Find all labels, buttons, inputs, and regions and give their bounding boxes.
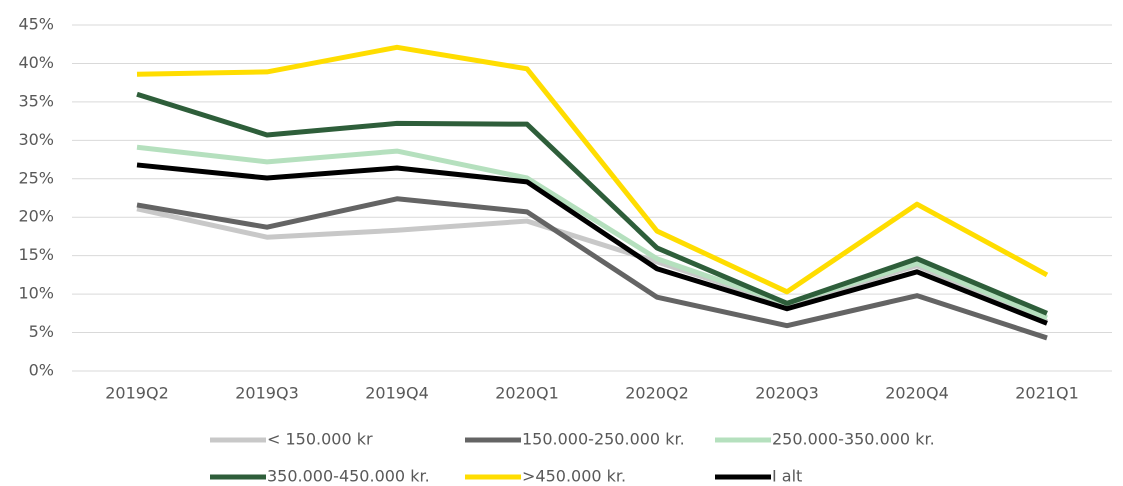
y-tick-label: 25% [18, 168, 54, 187]
x-tick-label: 2020Q1 [495, 384, 559, 403]
x-tick-label: 2019Q4 [365, 384, 429, 403]
legend-label: I alt [772, 467, 802, 486]
series-line [136, 44, 1049, 295]
x-tick-label: 2019Q2 [105, 384, 169, 403]
legend-label: >450.000 kr. [522, 467, 626, 486]
legend-label: < 150.000 kr [267, 430, 373, 449]
y-tick-label: 5% [29, 322, 54, 341]
y-tick-label: 0% [29, 361, 54, 380]
y-tick-label: 10% [18, 284, 54, 303]
x-tick-label: 2020Q3 [755, 384, 819, 403]
legend-label: 150.000-250.000 kr. [522, 430, 685, 449]
x-tick-label: 2020Q2 [625, 384, 689, 403]
y-tick-label: 30% [18, 130, 54, 149]
series-line [136, 91, 1048, 316]
y-tick-label: 20% [18, 207, 54, 226]
x-tick-label: 2019Q3 [235, 384, 299, 403]
series-line [136, 162, 1048, 326]
legend-label: 250.000-350.000 kr. [772, 430, 935, 449]
y-tick-label: 45% [18, 15, 54, 34]
x-tick-label: 2021Q1 [1015, 384, 1079, 403]
series-line [136, 144, 1048, 321]
series-line [136, 196, 1048, 341]
legend-label: 350.000-450.000 kr. [267, 467, 430, 486]
y-tick-label: 35% [18, 91, 54, 110]
x-tick-label: 2020Q4 [885, 384, 949, 403]
y-tick-label: 40% [18, 53, 54, 72]
y-tick-label: 15% [18, 245, 54, 264]
